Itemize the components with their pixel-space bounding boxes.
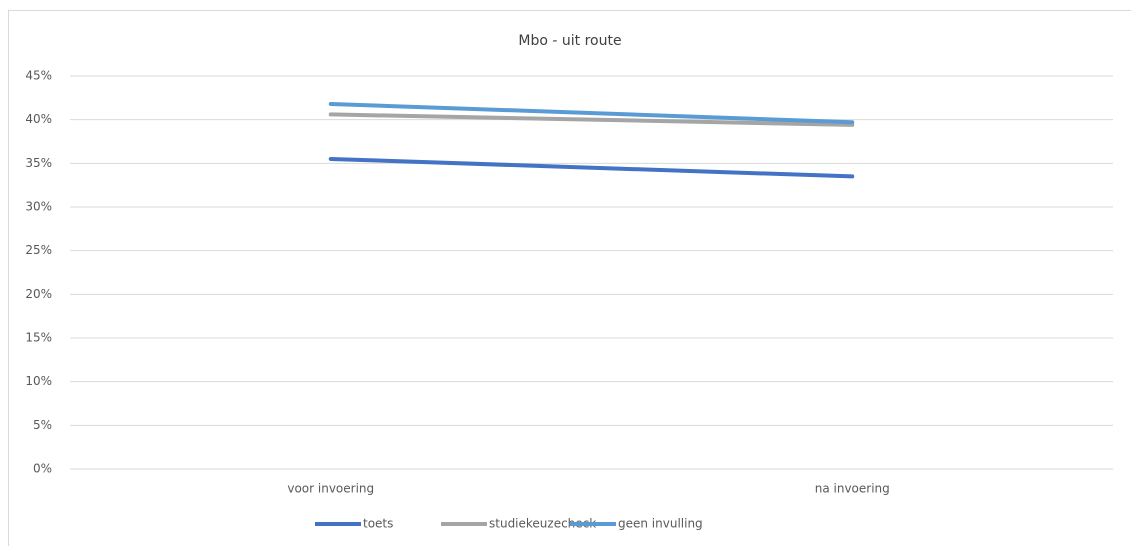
legend-label: toets [363, 517, 393, 531]
chart-title: Mbo - uit route [518, 33, 621, 49]
x-tick-label: na invoering [815, 482, 890, 496]
series-line [328, 112, 855, 127]
y-tick-label: 40% [25, 112, 52, 126]
y-tick-label: 20% [25, 287, 52, 301]
y-tick-label: 0% [33, 462, 52, 476]
y-tick-label: 15% [25, 331, 52, 345]
series-line [328, 156, 855, 179]
y-tick-label: 25% [25, 243, 52, 257]
y-tick-label: 10% [25, 374, 52, 388]
legend-label: geen invulling [618, 517, 703, 531]
y-tick-label: 45% [25, 69, 52, 83]
x-tick-label: voor invoering [287, 482, 374, 496]
y-tick-label: 30% [25, 200, 52, 214]
y-tick-label: 5% [33, 418, 52, 432]
y-tick-label: 35% [25, 156, 52, 170]
legend-label: studiekeuzecheck [489, 517, 596, 531]
chart-border [8, 10, 1131, 546]
series-line [328, 101, 855, 125]
